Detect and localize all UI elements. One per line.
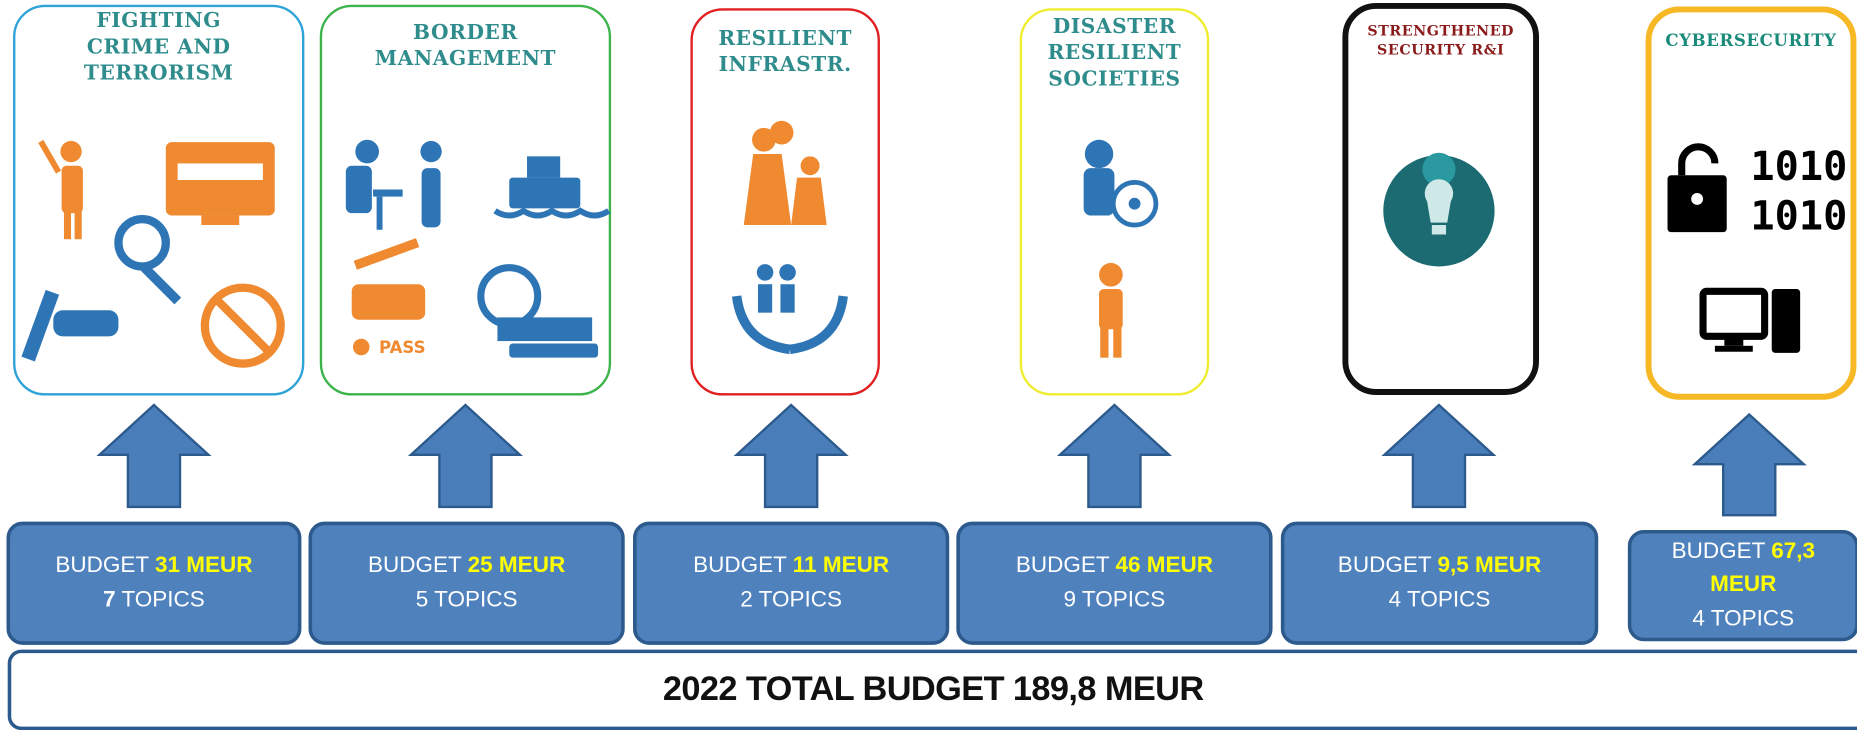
budget-box xyxy=(956,521,1273,645)
budget-lines: BUDGET 46 MEUR 9 TOPICS xyxy=(1016,550,1213,618)
arrow xyxy=(1381,403,1497,509)
title-line: SECURITY R&I xyxy=(1377,40,1505,58)
budget-text-box: BUDGET 31 MEUR 7 TOPICS xyxy=(8,523,299,643)
budget-lines: BUDGET 11 MEUR 2 TOPICS xyxy=(693,550,889,618)
total-text-box: 2022 TOTAL BUDGET 189,8 MEUR xyxy=(662,670,1204,709)
budget-text: BUDGET 25 MEUR 5 TOPICS xyxy=(310,523,623,643)
budget-amount: 25 MEUR xyxy=(467,553,566,578)
budget-text-box: BUDGET 11 MEUR 2 TOPICS xyxy=(635,523,948,643)
panel-title: STRENGTHENED SECURITY R&I xyxy=(1345,23,1536,60)
budget-text: BUDGET 46 MEUR 9 TOPICS xyxy=(958,523,1271,643)
budget-label: BUDGET xyxy=(368,553,462,578)
budget-lines: BUDGET 25 MEUR 5 TOPICS xyxy=(368,550,565,618)
icons-infrastructure xyxy=(731,120,848,355)
budget-lines: BUDGET 67,3 MEUR 4 TOPICS xyxy=(1644,535,1843,636)
panel-title: DISASTER RESILIENT SOCIETIES xyxy=(1021,14,1208,92)
budget-label: BUDGET xyxy=(1015,553,1110,578)
topics-count: 2 xyxy=(740,586,753,612)
topics-word: TOPICS xyxy=(758,586,842,612)
title-line: DISASTER xyxy=(1052,15,1177,40)
icons-crime xyxy=(21,139,285,368)
topics-word: TOPICS xyxy=(1081,586,1166,612)
budget-text-box: BUDGET 9,5 MEUR 4 TOPICS xyxy=(1283,523,1597,643)
budget-text-box: BUDGET 25 MEUR 5 TOPICS xyxy=(310,523,623,643)
total-box xyxy=(7,649,1857,730)
budget-box xyxy=(308,521,625,645)
budget-label: BUDGET xyxy=(1671,538,1765,564)
title-line: INFRASTR. xyxy=(718,53,852,78)
title-line: MANAGEMENT xyxy=(374,47,557,72)
title-line: SOCIETIES xyxy=(1048,67,1181,92)
arrow xyxy=(1056,403,1172,509)
topics-count: 9 xyxy=(1063,586,1077,612)
budget-text: BUDGET 9,5 MEUR 4 TOPICS xyxy=(1283,523,1597,643)
icons-cyber: 1010 1010 xyxy=(1667,143,1847,353)
budget-amount: 67,3 MEUR xyxy=(1710,538,1816,598)
title-line: BORDER xyxy=(413,21,518,46)
arrow xyxy=(733,403,849,509)
budget-text: BUDGET 67,3 MEUR 4 TOPICS xyxy=(1630,532,1857,640)
title-line: CRIME AND xyxy=(86,35,231,60)
budget-amount: 31 MEUR xyxy=(154,553,253,578)
budget-box xyxy=(633,521,950,645)
topics-count: 4 xyxy=(1692,606,1705,631)
icons-disaster xyxy=(1083,139,1159,358)
total-text: 2022 TOTAL BUDGET 189,8 MEUR xyxy=(662,670,1204,709)
panel-title: FIGHTING CRIME AND TERRORISM xyxy=(14,8,303,86)
title-line: TERRORISM xyxy=(83,61,234,86)
budget-lines: BUDGET 31 MEUR 7 TOPICS xyxy=(55,550,252,618)
budget-box xyxy=(1280,521,1599,645)
topics-word: TOPICS xyxy=(121,586,205,612)
budget-label: BUDGET xyxy=(55,553,149,578)
topics-count: 5 xyxy=(415,586,429,612)
budget-text-box: BUDGET 46 MEUR 9 TOPICS xyxy=(958,523,1271,643)
topics-count: 7 xyxy=(103,586,116,612)
panel-title: CYBERSECURITY xyxy=(1649,31,1854,53)
svg-text:1010: 1010 xyxy=(1750,144,1847,190)
title-line: CYBERSECURITY xyxy=(1665,31,1837,51)
budget-lines: BUDGET 9,5 MEUR 4 TOPICS xyxy=(1338,550,1541,618)
budget-box xyxy=(1627,529,1857,642)
budget-amount: 46 MEUR xyxy=(1115,553,1214,578)
panel-title: BORDER MANAGEMENT xyxy=(321,20,610,72)
title-line: STRENGTHENED xyxy=(1367,22,1515,40)
topics-word: TOPICS xyxy=(1710,606,1795,631)
arrow xyxy=(407,403,523,509)
panel-title: RESILIENT INFRASTR. xyxy=(692,26,879,78)
panel xyxy=(13,4,305,396)
budget-text: BUDGET 31 MEUR 7 TOPICS xyxy=(8,523,299,643)
budget-label: BUDGET xyxy=(1337,553,1432,578)
svg-text:1010: 1010 xyxy=(1750,194,1847,240)
topics-word: TOPICS xyxy=(434,586,518,612)
topics-count: 4 xyxy=(1388,586,1402,612)
title-line: RESILIENT xyxy=(718,27,853,51)
budget-amount: 9,5 MEUR xyxy=(1437,553,1542,578)
icons-research xyxy=(1383,152,1495,267)
budget-box xyxy=(6,521,302,645)
budget-text: BUDGET 11 MEUR 2 TOPICS xyxy=(635,523,948,643)
svg-text:PASS: PASS xyxy=(379,338,426,357)
budget-amount: 11 MEUR xyxy=(792,553,890,578)
budget-label: BUDGET xyxy=(693,553,787,578)
icons-border: PASS xyxy=(345,139,611,358)
panel-title-box: CYBERSECURITY xyxy=(1649,31,1854,53)
arrow xyxy=(1691,412,1807,517)
title-line: FIGHTING xyxy=(96,9,222,34)
arrow xyxy=(96,403,212,509)
topics-word: TOPICS xyxy=(1407,586,1491,612)
title-line: RESILIENT xyxy=(1047,41,1182,66)
